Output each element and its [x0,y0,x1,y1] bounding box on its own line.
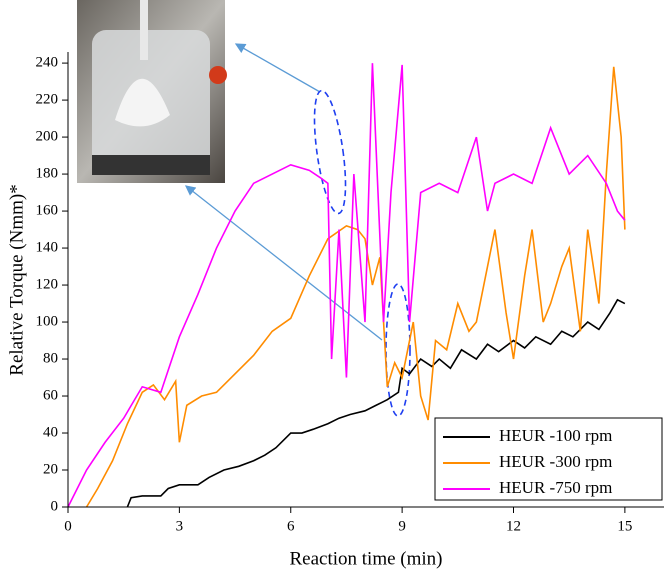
arrow [234,43,321,93]
y-tick-label: 220 [36,92,59,108]
x-tick-label: 9 [398,518,406,534]
y-tick-label: 20 [43,461,58,477]
y-axis-label: Relative Torque (Nmm)* [6,184,27,375]
legend-label: HEUR -750 rpm [499,478,612,497]
x-tick-label: 12 [506,518,521,534]
highlight-ellipse [385,283,411,417]
y-tick-label: 100 [36,313,59,329]
y-tick-label: 240 [36,55,59,71]
legend-label: HEUR -100 rpm [499,426,612,445]
y-tick-label: 180 [36,166,59,182]
x-axis-label: Reaction time (min) [289,548,442,569]
inset-photo [77,0,227,183]
y-tick-label: 80 [43,350,58,366]
x-tick-label: 6 [287,518,295,534]
legend-label: HEUR -300 rpm [499,452,612,471]
x-tick-label: 15 [617,518,632,534]
series-line [67,63,626,508]
legend [434,417,663,501]
y-tick-label: 200 [36,129,59,145]
y-tick-label: 140 [36,239,59,255]
series-line [85,66,626,508]
y-tick-label: 0 [51,498,59,514]
series-line [126,298,626,508]
y-tick-label: 60 [43,387,58,403]
y-tick-label: 160 [36,203,59,219]
y-tick-label: 40 [43,424,58,440]
y-tick-label: 120 [36,276,59,292]
x-tick-label: 3 [176,518,184,534]
highlight-ellipse [313,89,347,215]
x-tick-label: 0 [64,518,72,534]
